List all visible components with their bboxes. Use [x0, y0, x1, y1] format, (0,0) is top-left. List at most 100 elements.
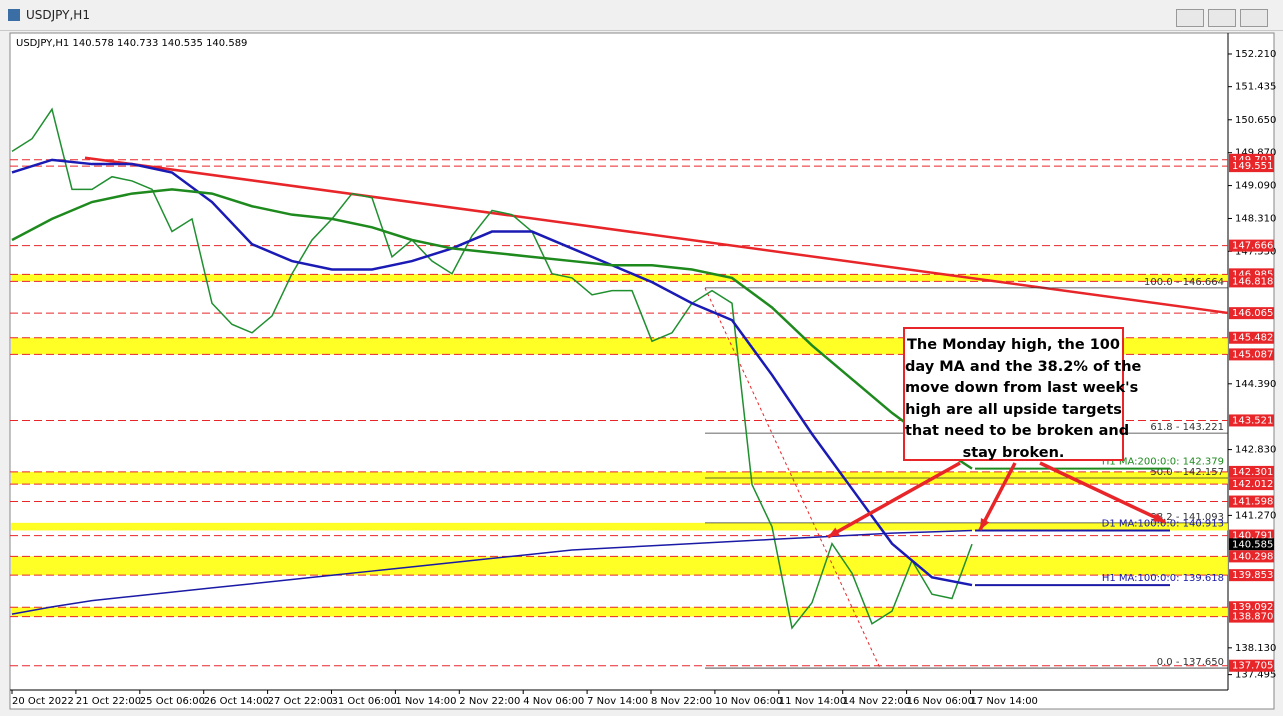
x-tick-label: 16 Nov 06:00 — [907, 696, 974, 707]
level-tag — [1229, 239, 1274, 252]
x-tick-label: 8 Nov 22:00 — [651, 696, 712, 707]
level-tag-label: 145.482 — [1232, 333, 1273, 344]
x-tick-label: 31 Oct 06:00 — [332, 696, 397, 707]
level-tag — [1229, 569, 1274, 582]
title-bar: USDJPY,H1 — [0, 0, 1283, 31]
arrow-head — [1153, 513, 1165, 522]
level-tag-label: 140.585 — [1232, 539, 1273, 550]
window-title: USDJPY,H1 — [26, 8, 90, 22]
moving-average — [11, 158, 973, 587]
y-tick-label: 137.495 — [1235, 670, 1276, 681]
ma-label: D1 MA:100:0:0: 140.913 — [1102, 518, 1224, 529]
level-tag — [1229, 610, 1274, 623]
ma-label: H1 MA:200:0:0: 142.379 — [1102, 457, 1224, 468]
fib-label: 0.0 - 137.650 — [1157, 657, 1224, 668]
level-tag — [1229, 160, 1274, 173]
y-tick-label: 152.210 — [1235, 49, 1276, 60]
ma-label: H1 MA:100:0:0: 139.618 — [1102, 573, 1224, 584]
level-tag-label: 143.521 — [1232, 415, 1273, 426]
x-tick-label: 26 Oct 14:00 — [204, 696, 269, 707]
annotation-line: high are all upside targets — [905, 401, 1122, 418]
support-band — [11, 607, 1228, 617]
x-tick-label: 7 Nov 14:00 — [587, 696, 648, 707]
minimize-button[interactable] — [1176, 9, 1204, 27]
x-tick-label: 2 Nov 22:00 — [459, 696, 520, 707]
level-tag-label: 137.705 — [1232, 661, 1273, 672]
fib-label: 61.8 - 143.221 — [1150, 422, 1224, 433]
level-tag-label: 146.065 — [1232, 308, 1273, 319]
y-tick-label: 142.830 — [1235, 445, 1276, 456]
x-tick-label: 20 Oct 2022 — [12, 696, 74, 707]
level-tag-label: 145.087 — [1232, 349, 1273, 360]
annotation-line: that need to be broken and — [905, 423, 1130, 439]
support-band — [11, 274, 1228, 282]
support-band — [11, 556, 1228, 576]
moving-average — [11, 188, 973, 470]
level-tag — [1229, 331, 1274, 344]
arrow — [978, 462, 1017, 531]
x-tick-label: 10 Nov 06:00 — [715, 696, 782, 707]
level-tag — [1229, 659, 1274, 672]
level-tag-label: 141.598 — [1232, 497, 1273, 508]
chart-header: USDJPY,H1 140.578 140.733 140.535 140.58… — [16, 38, 247, 49]
level-tag — [1229, 414, 1274, 427]
level-tag — [1229, 465, 1274, 478]
arrow — [827, 461, 961, 539]
y-tick-label: 149.870 — [1235, 148, 1276, 159]
y-tick-label: 151.435 — [1235, 82, 1276, 93]
annotation-line: day MA and the 38.2% of the — [905, 358, 1142, 375]
y-tick-label: 147.530 — [1235, 246, 1276, 257]
level-tag-label: 149.551 — [1232, 161, 1273, 172]
fib-label: 38.2 - 141.093 — [1150, 512, 1224, 523]
x-tick-label: 21 Oct 22:00 — [76, 696, 141, 707]
x-tick-label: 27 Oct 22:00 — [268, 696, 333, 707]
annotation-line: move down from last week's — [905, 380, 1139, 396]
level-tag-label: 142.012 — [1232, 479, 1273, 490]
x-tick-label: 25 Oct 06:00 — [140, 696, 205, 707]
annotation-box: The Monday high, the 100 day MA and the 3… — [903, 327, 1142, 461]
app-icon — [8, 9, 20, 21]
level-tag — [1229, 348, 1274, 361]
fib-label: 100.0 - 146.664 — [1144, 277, 1224, 288]
close-button[interactable] — [1240, 9, 1268, 27]
fib-label: 50.0 - 142.157 — [1150, 467, 1224, 478]
level-tag-label: 146.985 — [1232, 269, 1273, 280]
arrow-head — [828, 527, 840, 537]
maximize-button[interactable] — [1208, 9, 1236, 27]
level-tag — [1229, 275, 1274, 288]
annotation-line: The Monday high, the 100 — [907, 337, 1120, 353]
level-tag-label: 139.092 — [1232, 602, 1273, 613]
x-tick-label: 1 Nov 14:00 — [395, 696, 456, 707]
level-tag-label: 140.791 — [1232, 531, 1273, 542]
level-tag-label: 147.666 — [1232, 241, 1273, 252]
x-tick-label: 17 Nov 14:00 — [971, 696, 1038, 707]
level-tag — [1229, 478, 1274, 491]
level-tag — [1229, 538, 1274, 551]
level-tag — [1229, 495, 1274, 508]
x-tick-label: 14 Nov 22:00 — [843, 696, 910, 707]
moving-average — [11, 529, 973, 615]
level-tag — [1229, 550, 1274, 563]
level-tag-label: 146.818 — [1232, 276, 1273, 287]
annotation-line: stay broken. — [962, 444, 1065, 461]
arrow — [1039, 461, 1166, 524]
level-tag-label: 138.870 — [1232, 612, 1273, 623]
x-tick-label: 11 Nov 14:00 — [779, 696, 846, 707]
level-tag-label: 139.853 — [1232, 570, 1273, 581]
trendline — [84, 156, 1229, 315]
y-tick-label: 149.090 — [1235, 181, 1276, 192]
fib-diagonal — [704, 287, 881, 669]
y-tick-label: 144.390 — [1235, 379, 1276, 390]
level-tag — [1229, 601, 1274, 614]
y-tick-label: 138.130 — [1235, 643, 1276, 654]
level-tag-label: 142.301 — [1232, 467, 1273, 478]
price-line — [11, 107, 973, 630]
x-tick-label: 4 Nov 06:00 — [523, 696, 584, 707]
arrow-head — [980, 518, 990, 530]
support-band — [11, 522, 1228, 531]
y-tick-label: 150.650 — [1235, 115, 1276, 126]
level-tag — [1229, 307, 1274, 320]
level-tag-label: 140.298 — [1232, 551, 1273, 562]
y-tick-label: 141.270 — [1235, 510, 1276, 521]
